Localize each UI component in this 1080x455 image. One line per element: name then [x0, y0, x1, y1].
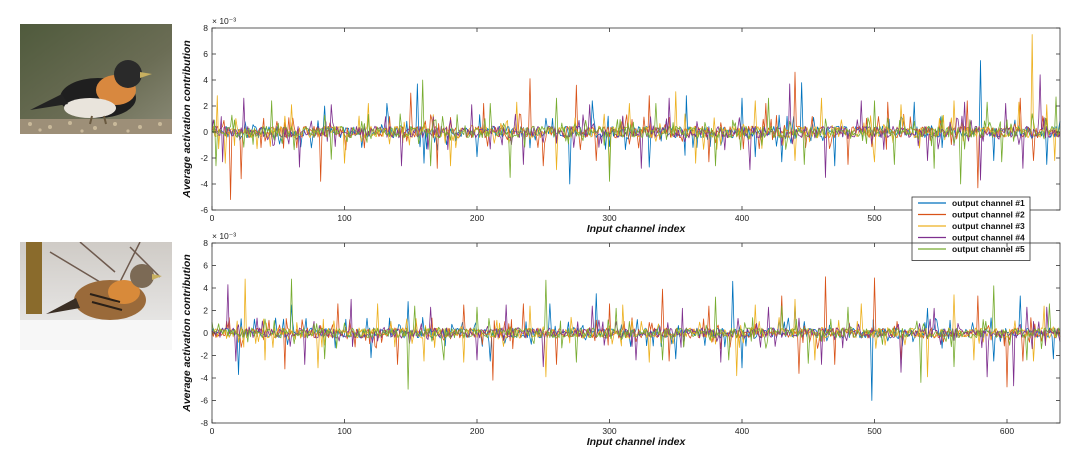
x-tick-label: 500: [867, 213, 881, 223]
x-tick-label: 100: [337, 213, 351, 223]
x-axis-title: Input channel index: [587, 436, 687, 448]
y-exponent-label: × 10⁻³: [212, 231, 236, 241]
y-tick-label: -4: [200, 179, 208, 189]
y-tick-label: -6: [200, 205, 208, 215]
x-tick-label: 300: [602, 426, 616, 436]
y-tick-label: 6: [203, 261, 208, 271]
y-tick-label: 4: [203, 283, 208, 293]
legend-entry-4: output channel #4: [952, 233, 1025, 243]
bottom-chart: 0 100 200 300 400 500 600 -8 -6 -4 -2 0 2 4 6 8 × 10⁻³ In…: [181, 231, 1061, 448]
legend-entry-1: output channel #1: [952, 198, 1025, 208]
y-tick-label: 2: [203, 101, 208, 111]
x-tick-label: 500: [867, 426, 881, 436]
series-line-5: [211, 278, 1061, 390]
brambling-bird-on-seeds-photo: [20, 24, 172, 134]
y-axis-title: Average activation contribution: [181, 254, 193, 413]
x-tick-label: 600: [1000, 426, 1014, 436]
y-tick-label: 4: [203, 75, 208, 85]
series-line-2: [211, 276, 1061, 388]
x-tick-label: 100: [337, 426, 351, 436]
x-tick-label: 200: [470, 213, 484, 223]
x-tick-label: 300: [602, 213, 616, 223]
y-tick-label: -8: [200, 418, 208, 428]
legend-entry-3: output channel #3: [952, 221, 1025, 231]
series-line-5: [211, 79, 1061, 185]
y-tick-label: -2: [200, 351, 208, 361]
y-tick-label: -6: [200, 396, 208, 406]
series-line-4: [211, 74, 1061, 181]
x-tick-label: 400: [735, 426, 749, 436]
y-tick-label: 0: [203, 127, 208, 137]
x-tick-label: 400: [735, 213, 749, 223]
plot-frame: [211, 27, 1061, 211]
y-tick-label: 2: [203, 306, 208, 316]
y-tick-label: 8: [203, 238, 208, 248]
x-tick-label: 200: [470, 426, 484, 436]
y-tick-label: 8: [203, 23, 208, 33]
brambling-bird-on-snow-photo: [20, 242, 172, 350]
y-tick-label: -4: [200, 373, 208, 383]
photo-column: [0, 0, 180, 455]
y-axis-title: Average activation contribution: [181, 40, 193, 199]
legend-box: [911, 196, 1031, 261]
y-tick-label: 0: [203, 328, 208, 338]
series-line-4: [211, 284, 1061, 387]
y-tick-label: -2: [200, 153, 208, 163]
top-chart: 0 100 200 300 400 500 -6 -4 -2 0 2 4 6 8 × 10⁻³ Input c…: [181, 16, 1061, 261]
y-tick-label: 6: [203, 49, 208, 59]
x-axis-title: Input channel index: [587, 223, 687, 235]
series-line-1: [211, 60, 1061, 185]
legend-entry-5: output channel #5: [952, 244, 1025, 254]
x-tick-label: 0: [210, 213, 215, 223]
x-tick-label: 0: [210, 426, 215, 436]
legend-entry-2: output channel #2: [952, 210, 1025, 220]
y-exponent-label: × 10⁻³: [212, 16, 236, 26]
series-line-3: [211, 34, 1061, 172]
